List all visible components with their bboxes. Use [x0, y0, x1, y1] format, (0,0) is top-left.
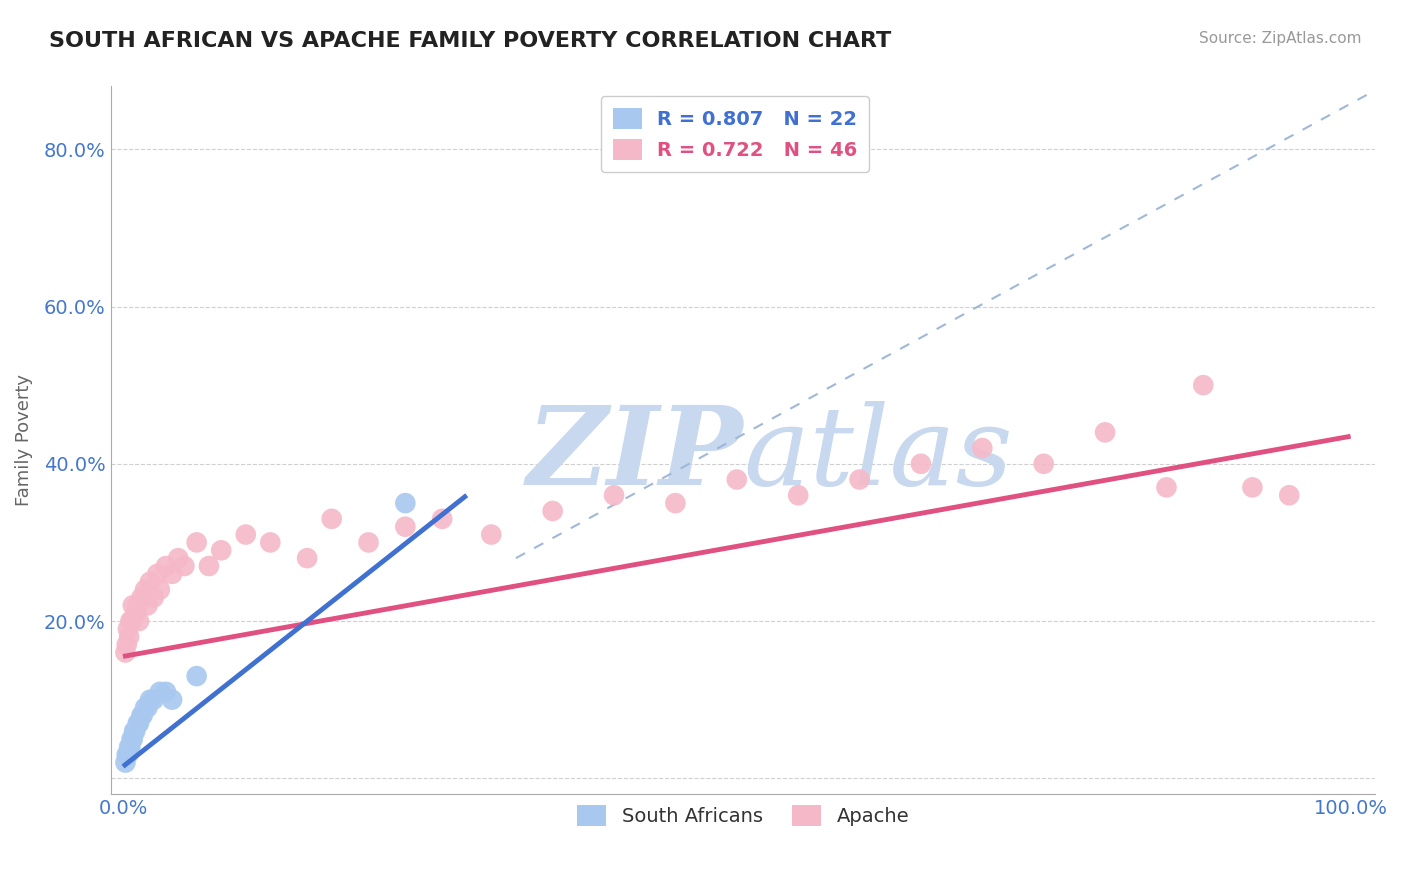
Point	[115, 747, 138, 762]
Point	[136, 599, 159, 613]
Point	[117, 747, 139, 762]
Point	[321, 512, 343, 526]
Point	[115, 638, 138, 652]
Point	[114, 756, 136, 770]
Point	[235, 527, 257, 541]
Text: SOUTH AFRICAN VS APACHE FAMILY POVERTY CORRELATION CHART: SOUTH AFRICAN VS APACHE FAMILY POVERTY C…	[49, 31, 891, 51]
Text: atlas: atlas	[742, 401, 1012, 508]
Point	[136, 700, 159, 714]
Point	[131, 708, 153, 723]
Point	[160, 566, 183, 581]
Point	[142, 591, 165, 605]
Point	[541, 504, 564, 518]
Legend: South Africans, Apache: South Africans, Apache	[569, 797, 917, 834]
Point	[120, 739, 142, 754]
Point	[114, 646, 136, 660]
Point	[121, 614, 143, 628]
Point	[972, 441, 994, 455]
Point	[134, 700, 156, 714]
Point	[124, 606, 146, 620]
Point	[139, 574, 162, 589]
Point	[155, 685, 177, 699]
Point	[1241, 480, 1264, 494]
Text: ZIP: ZIP	[526, 401, 742, 508]
Point	[430, 512, 453, 526]
Point	[120, 614, 142, 628]
Point	[1278, 488, 1301, 502]
Point	[664, 496, 686, 510]
Point	[1192, 378, 1215, 392]
Point	[186, 535, 208, 549]
Point	[127, 716, 149, 731]
Point	[787, 488, 810, 502]
Point	[479, 527, 502, 541]
Point	[1094, 425, 1116, 440]
Point	[295, 551, 318, 566]
Point	[910, 457, 932, 471]
Point	[394, 519, 416, 533]
Point	[357, 535, 380, 549]
Point	[173, 559, 195, 574]
Y-axis label: Family Poverty: Family Poverty	[15, 375, 32, 506]
Point	[131, 708, 153, 723]
Point	[160, 692, 183, 706]
Point	[149, 685, 172, 699]
Point	[1032, 457, 1054, 471]
Point	[121, 731, 143, 746]
Point	[848, 473, 870, 487]
Point	[117, 622, 139, 636]
Point	[121, 599, 143, 613]
Point	[149, 582, 172, 597]
Text: Source: ZipAtlas.com: Source: ZipAtlas.com	[1198, 31, 1361, 46]
Point	[198, 559, 221, 574]
Point	[128, 614, 150, 628]
Point	[146, 566, 169, 581]
Point	[139, 692, 162, 706]
Point	[394, 496, 416, 510]
Point	[131, 591, 153, 605]
Point	[118, 630, 141, 644]
Point	[167, 551, 190, 566]
Point	[1156, 480, 1178, 494]
Point	[725, 473, 748, 487]
Point	[124, 724, 146, 739]
Point	[142, 692, 165, 706]
Point	[134, 582, 156, 597]
Point	[603, 488, 626, 502]
Point	[259, 535, 281, 549]
Point	[122, 724, 145, 739]
Point	[118, 739, 141, 754]
Point	[121, 731, 143, 746]
Point	[155, 559, 177, 574]
Point	[127, 599, 149, 613]
Point	[209, 543, 232, 558]
Point	[186, 669, 208, 683]
Point	[128, 716, 150, 731]
